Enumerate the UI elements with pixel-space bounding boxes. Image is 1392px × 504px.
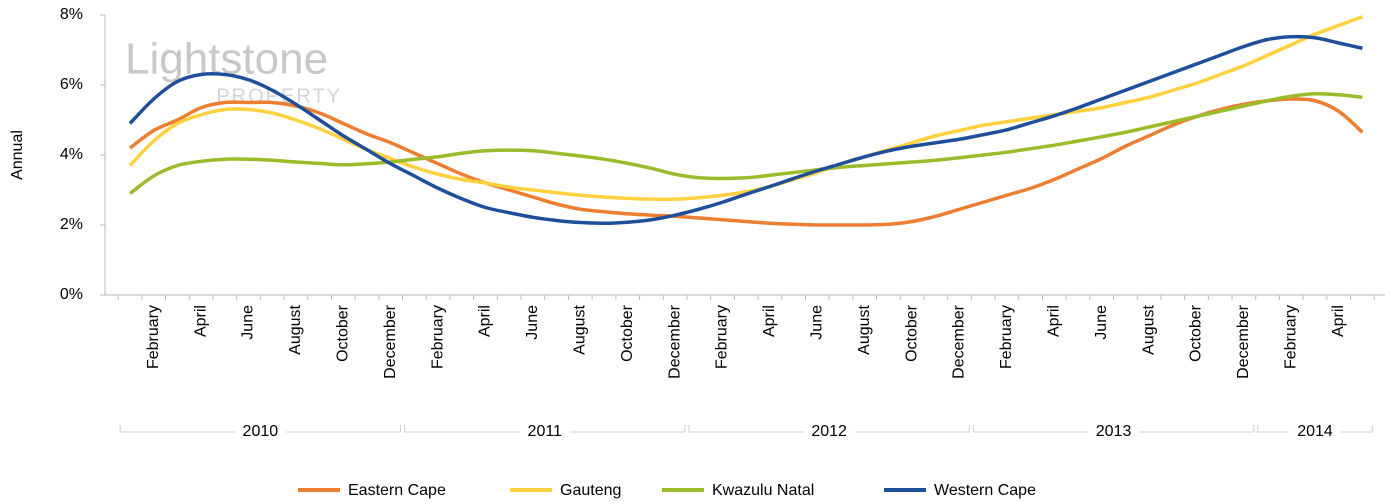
group-label-bg — [1289, 429, 1341, 435]
x-tick-label: December — [382, 304, 399, 378]
x-tick-label: April — [192, 305, 209, 337]
x-tick-label: October — [619, 304, 636, 362]
x-tick-label: February — [429, 305, 446, 369]
x-tick-label: June — [524, 305, 541, 340]
x-tick-label: August — [856, 304, 873, 354]
series-line — [128, 97, 1364, 227]
x-tick-label: February — [1283, 305, 1300, 369]
x-tick-label: February — [998, 305, 1015, 369]
x-tick-label: February — [714, 305, 731, 369]
group-label: 2011 — [528, 423, 563, 440]
x-tick-label: August — [1140, 304, 1157, 354]
y-tick-label: 0% — [60, 286, 83, 303]
y-tick-label: 2% — [60, 216, 83, 233]
x-tick-label: October — [335, 304, 352, 362]
series-line — [128, 15, 1364, 201]
group-label: 2014 — [1297, 423, 1333, 440]
legend-label: Kwazulu Natal — [712, 482, 814, 499]
group-label-bg — [803, 429, 855, 435]
y-tick-label: 6% — [60, 76, 83, 93]
series-line — [128, 91, 1363, 195]
x-tick-label: August — [572, 304, 589, 354]
series-line — [128, 34, 1363, 226]
group-label: 2013 — [1096, 423, 1132, 440]
x-tick-label: April — [1046, 305, 1063, 337]
x-tick-label: December — [666, 304, 683, 378]
x-tick-label: June — [1093, 305, 1110, 340]
x-tick-label: December — [951, 304, 968, 378]
x-tick-label: December — [1235, 304, 1252, 378]
group-label-bg — [1087, 429, 1140, 435]
group-label-bg — [234, 429, 287, 435]
y-tick-label: 4% — [60, 146, 83, 163]
group-label: 2012 — [811, 423, 847, 440]
y-axis-label: Annual — [9, 130, 26, 180]
legend-label: Eastern Cape — [348, 482, 446, 499]
x-tick-label: April — [1330, 305, 1347, 337]
x-tick-label: June — [809, 305, 826, 340]
x-tick-label: October — [903, 304, 920, 362]
x-tick-label: February — [145, 305, 162, 369]
group-label: 2010 — [243, 423, 279, 440]
x-tick-label: April — [761, 305, 778, 337]
x-tick-label: October — [1188, 304, 1205, 362]
legend-label: Gauteng — [560, 482, 621, 499]
y-tick-label: 8% — [60, 6, 83, 23]
group-label-bg — [519, 429, 570, 435]
x-tick-label: April — [477, 305, 494, 337]
legend-label: Western Cape — [934, 482, 1036, 499]
x-tick-label: June — [240, 305, 257, 340]
x-tick-label: August — [287, 304, 304, 354]
